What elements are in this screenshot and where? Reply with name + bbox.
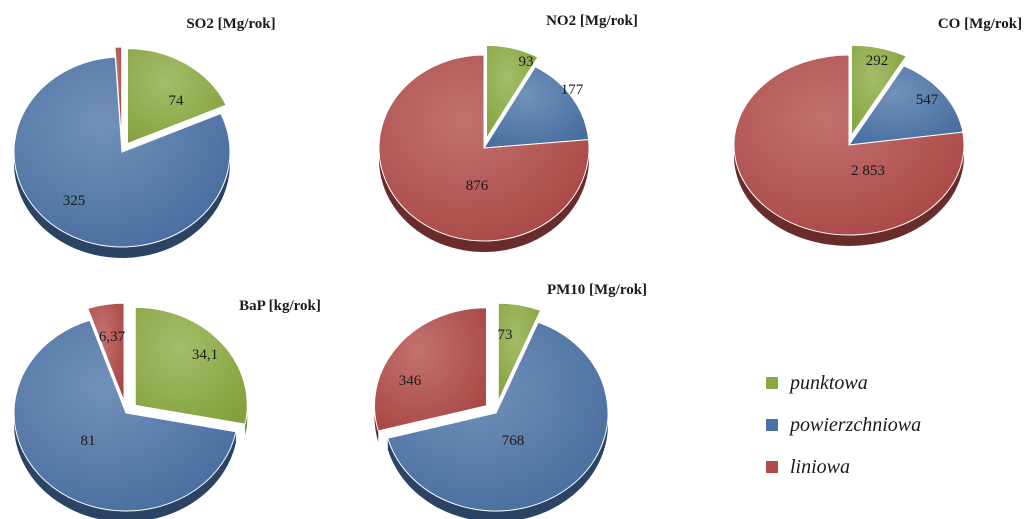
chart-title: SO2 [Mg/rok]	[186, 16, 275, 32]
slice-label-liniowa: 2 853	[851, 163, 885, 179]
pie-slice-punktowa	[486, 44, 539, 141]
pie-chart-3: 292 547 2 853 CO [Mg/rok]	[733, 16, 1022, 246]
legend-swatch-punktowa	[766, 377, 778, 389]
legend-swatch-liniowa	[766, 461, 778, 473]
slice-label-powierzchniowa: 768	[502, 433, 525, 449]
slice-label-liniowa: 6,37	[99, 329, 126, 345]
legend-label-liniowa: liniowa	[790, 455, 851, 478]
pie-slice-liniowa	[87, 302, 125, 402]
slice-label-liniowa: 346	[399, 373, 422, 389]
pie-slice-liniowa	[378, 54, 590, 242]
chart-title: BaP [kg/rok]	[239, 298, 321, 314]
slice-label-punktowa: 93	[519, 54, 534, 70]
pie-slice-punktowa	[134, 306, 248, 425]
slice-label-powierzchniowa: 325	[63, 193, 86, 209]
slice-label-punktowa: 74	[169, 93, 185, 109]
pie-slice-liniowa	[374, 307, 487, 432]
pie-slice-punktowa	[126, 48, 227, 145]
slice-label-powierzchniowa: 81	[81, 433, 96, 449]
slice-label-liniowa: 876	[466, 178, 489, 194]
slice-label-punktowa: 292	[866, 53, 889, 69]
slice-label-powierzchniowa: 177	[561, 82, 584, 98]
pie-slice-liniowa	[733, 54, 965, 236]
pie-slice-punktowa	[497, 302, 542, 402]
legend-swatch-powierzchniowa	[766, 419, 778, 431]
pie-chart-4: 34,1 81 6,37 BaP [kg/rok]	[13, 298, 321, 519]
legend-label-punktowa: punktowa	[790, 371, 868, 394]
legend-item-liniowa: liniowa	[766, 446, 1016, 488]
pie-chart-2: 93 177 876 NO2 [Mg/rok]	[378, 13, 638, 252]
chart-title: CO [Mg/rok]	[938, 16, 1022, 32]
slice-label-punktowa: 34,1	[192, 347, 218, 363]
legend-item-powierzchniowa: powierzchniowa	[766, 404, 1016, 446]
legend-label-powierzchniowa: powierzchniowa	[790, 413, 922, 436]
pie-slice-liniowa	[114, 46, 123, 143]
legend-item-punktowa: punktowa	[766, 362, 1016, 404]
chart-title: PM10 [Mg/rok]	[547, 282, 647, 298]
pie-slice-powierzchniowa	[847, 65, 964, 146]
slice-label-powierzchniowa: 547	[916, 92, 939, 108]
pie-chart-5: 73 768 346 PM10 [Mg/rok]	[374, 282, 647, 519]
pie-slice-powierzchniowa	[13, 319, 237, 512]
pie-slice-powierzchniowa	[387, 321, 609, 512]
slice-label-punktowa: 73	[498, 327, 513, 343]
pie-slice-powierzchniowa	[13, 56, 231, 248]
pie-slice-punktowa	[850, 44, 908, 137]
pie-chart-1: 74 325 SO2 [Mg/rok]	[13, 16, 276, 258]
legend: punktowa powierzchniowa liniowa	[766, 362, 1016, 488]
chart-title: NO2 [Mg/rok]	[546, 13, 638, 29]
pie-slice-powierzchniowa	[483, 66, 590, 149]
